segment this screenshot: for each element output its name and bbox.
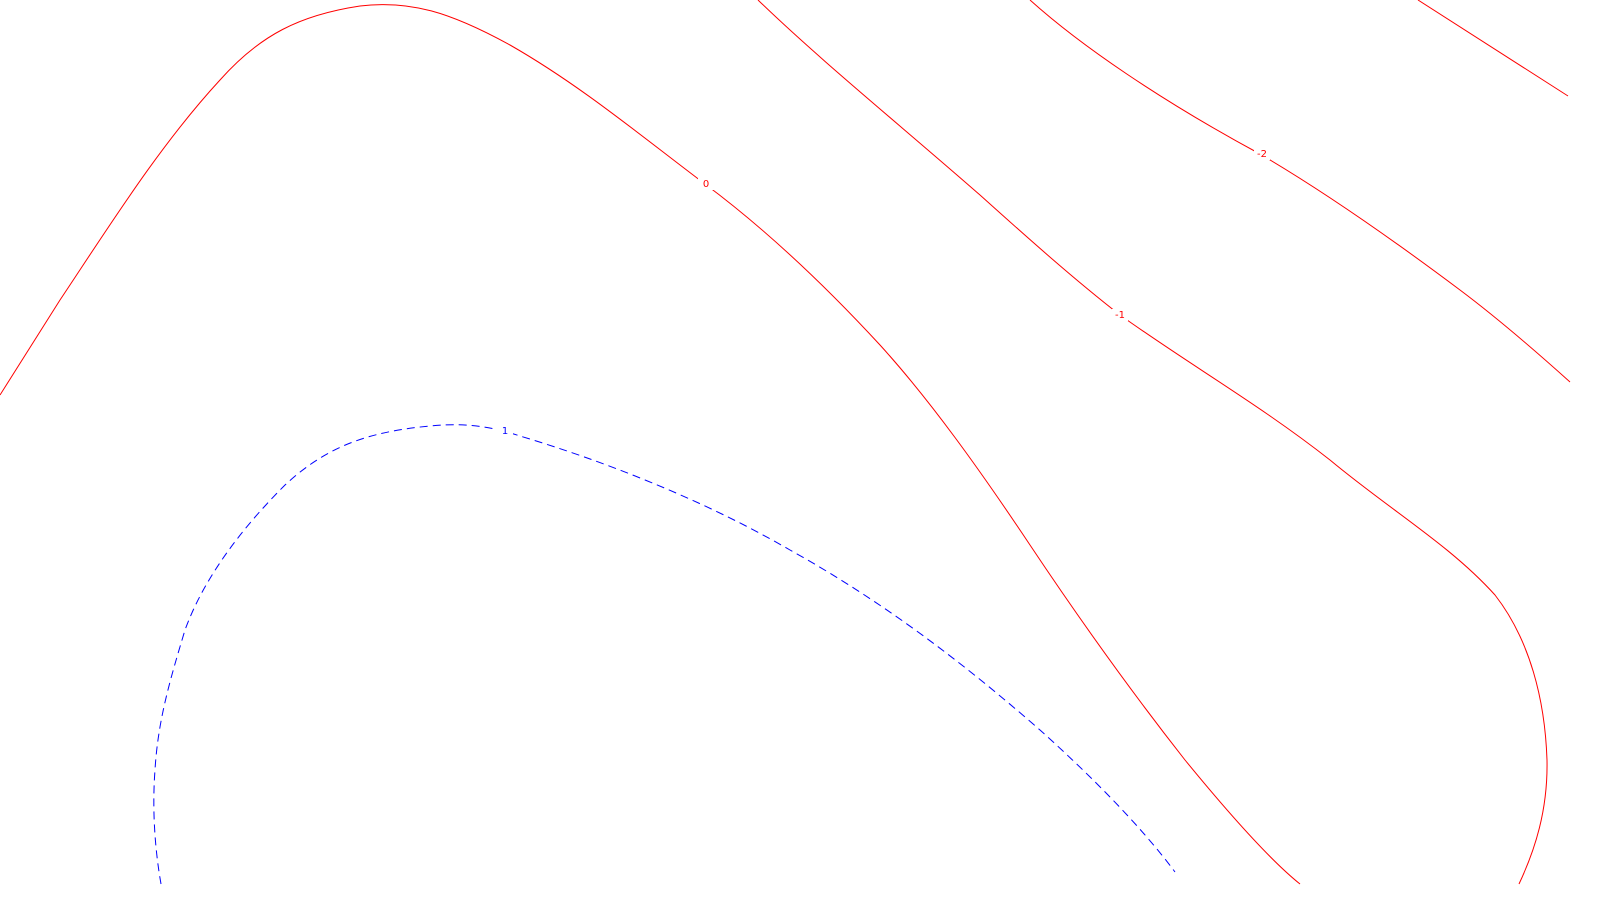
contour-label-background xyxy=(698,178,714,190)
contour-line-level-1 xyxy=(153,424,1176,885)
contour-labels: 1 0 -1 -2 xyxy=(497,148,1270,437)
contour-label-background xyxy=(1112,309,1128,321)
contour-label-level--1: -1 xyxy=(1115,310,1125,321)
contour-lines xyxy=(0,0,1571,885)
contour-line-level--1 xyxy=(757,0,1548,885)
contour-label-level-0: 0 xyxy=(703,179,709,190)
contour-label-level--2: -2 xyxy=(1257,149,1267,160)
contour-line-level--2-segment xyxy=(1417,0,1569,97)
contour-label-background xyxy=(497,425,513,437)
contour-label-background xyxy=(1254,148,1270,160)
contour-line-level-0 xyxy=(0,4,1301,885)
contour-label-level-1: 1 xyxy=(502,426,508,437)
contour-line-level--2 xyxy=(1029,0,1571,383)
